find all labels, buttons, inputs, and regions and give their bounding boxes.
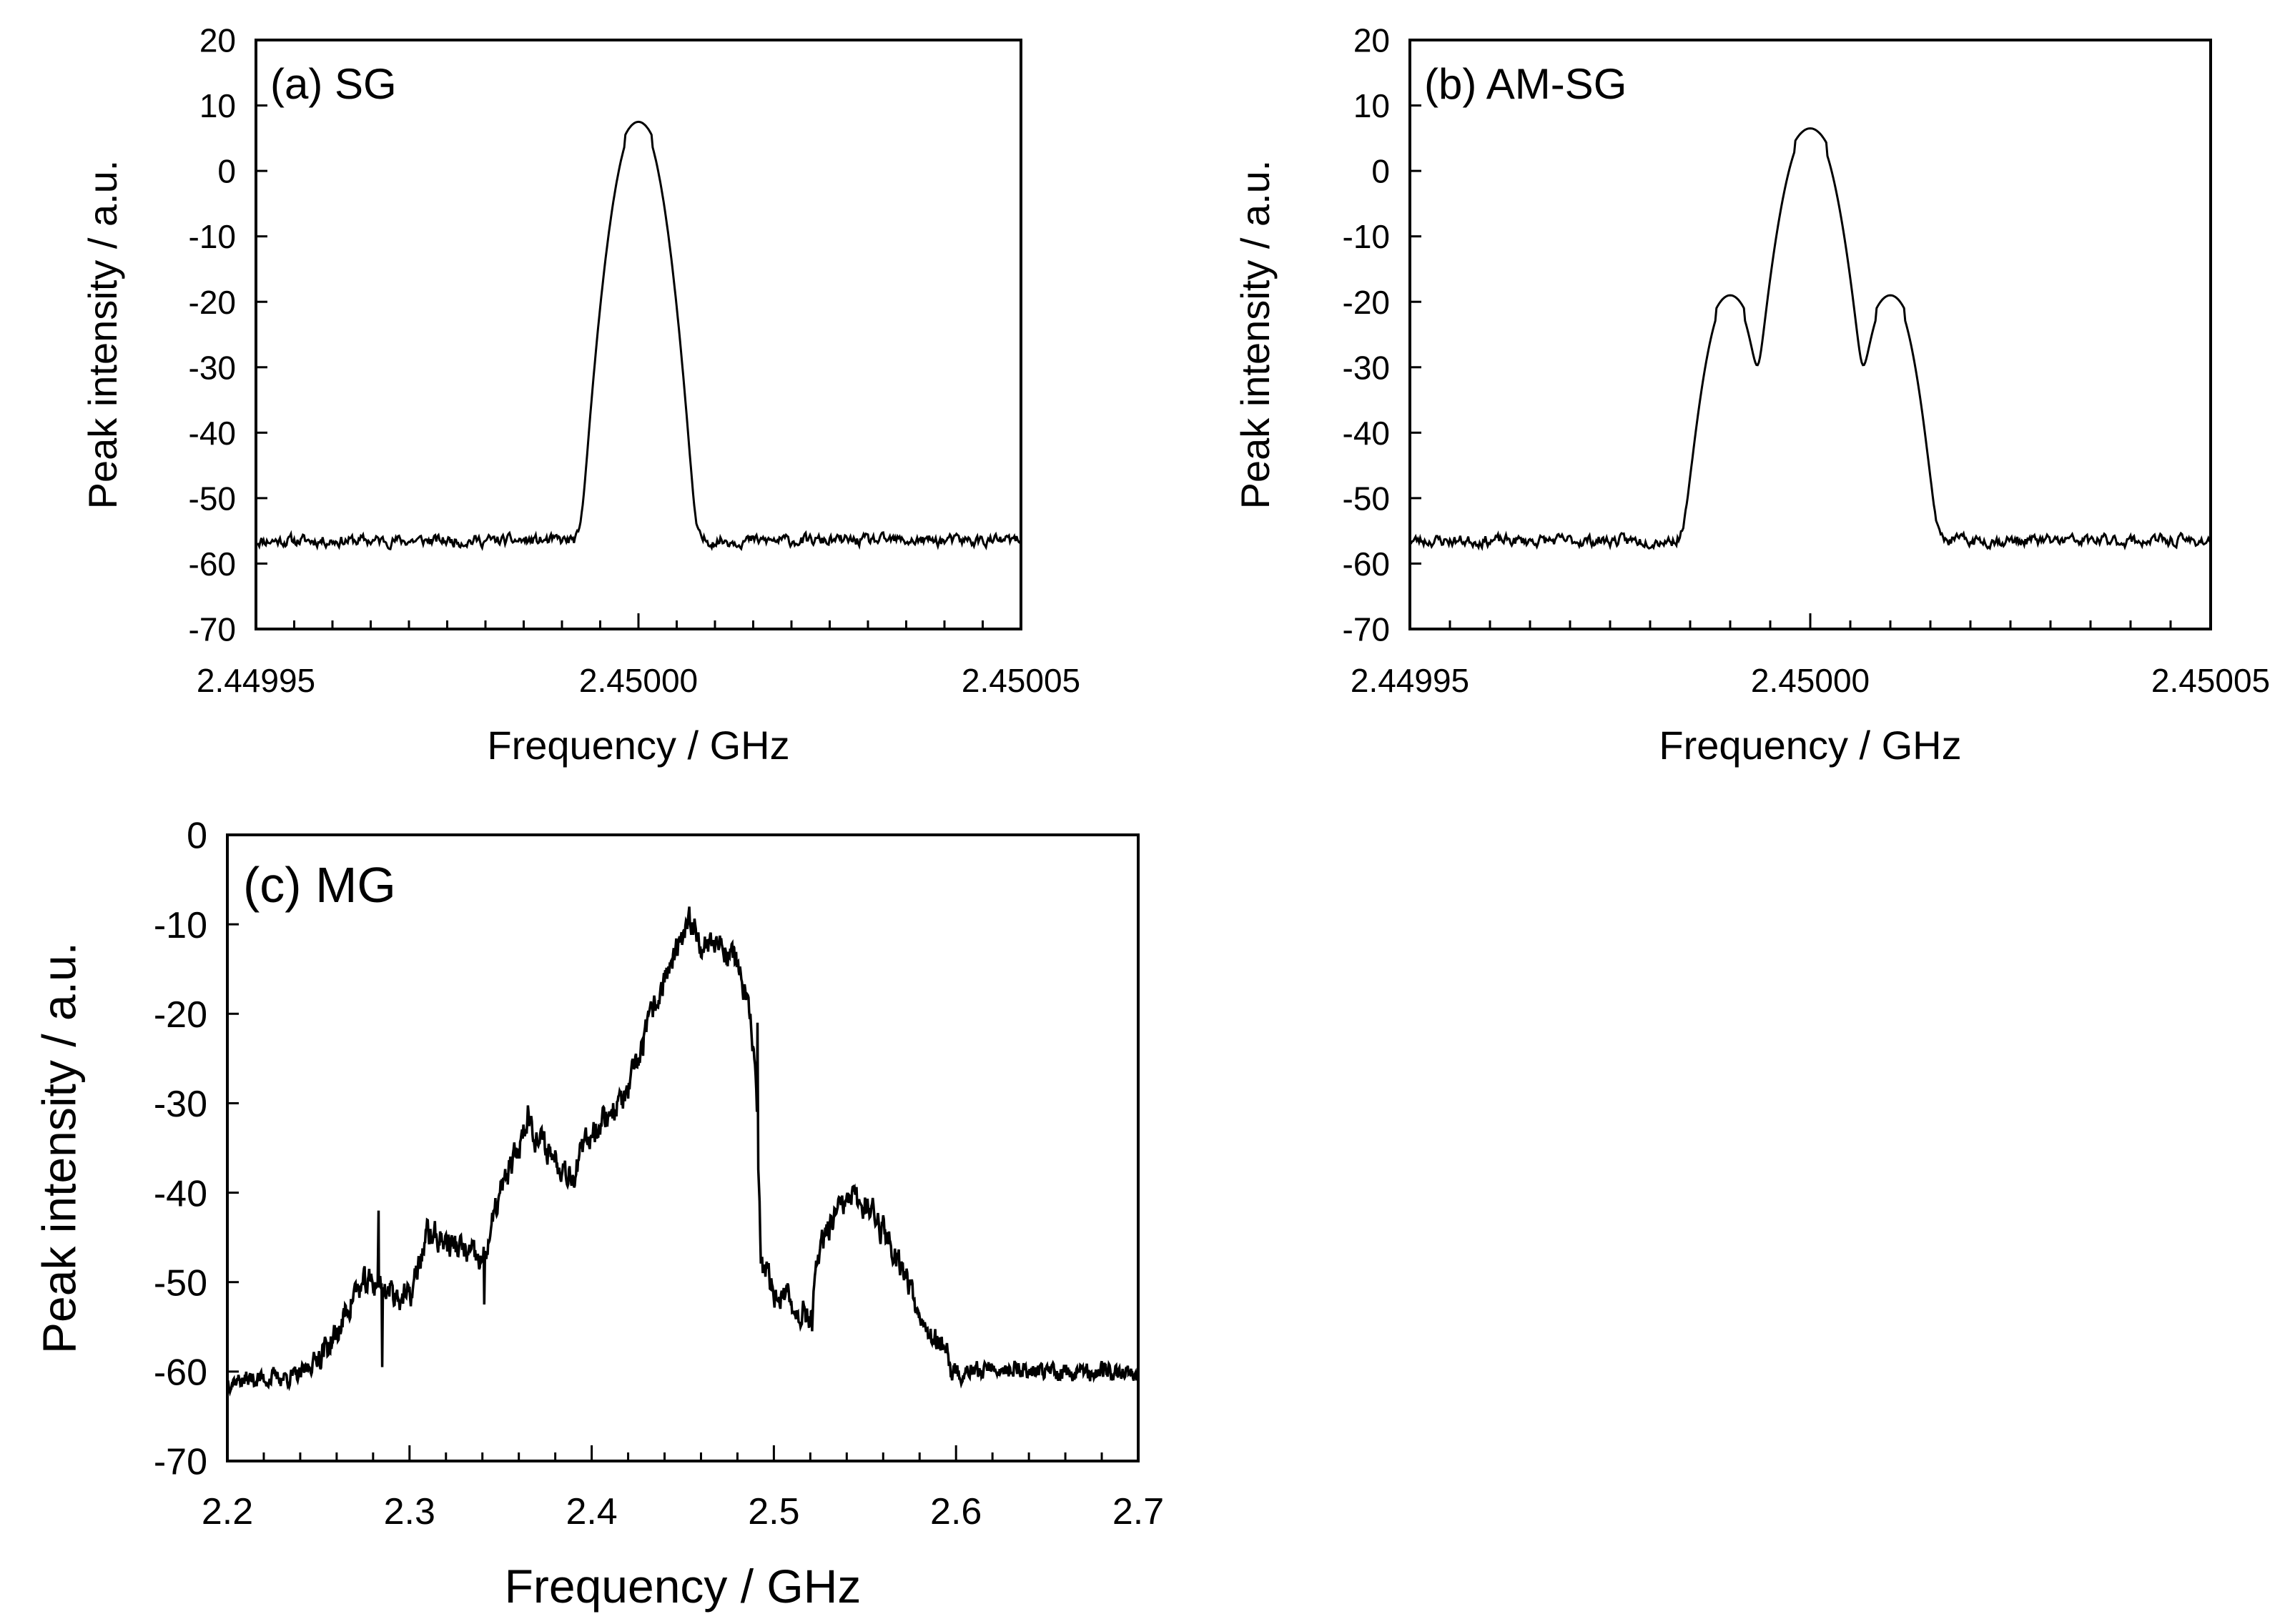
panel-c-x-axis-title: Frequency / GHz <box>505 1560 862 1613</box>
panel-a-x-axis-title: Frequency / GHz <box>487 723 789 768</box>
y-tick-label: -50 <box>154 1262 207 1304</box>
x-tick-label: 2.4 <box>566 1491 617 1533</box>
y-tick-label: -60 <box>1343 545 1390 583</box>
y-tick-label: -30 <box>189 349 236 386</box>
y-tick-label: -20 <box>154 994 207 1036</box>
y-tick-label: 20 <box>1353 22 1390 59</box>
panel-c-mg-spectrum-line <box>226 906 1140 1397</box>
y-tick-label: -20 <box>1343 284 1390 321</box>
panel-b-am-sg-spectrum-line <box>1409 127 2212 552</box>
y-tick-label: 20 <box>199 22 236 59</box>
y-tick-label: -60 <box>154 1352 207 1394</box>
y-tick-label: 0 <box>187 816 207 857</box>
x-tick-label: 2.3 <box>384 1491 435 1533</box>
panel-c-label: (c) MG <box>243 857 396 913</box>
x-tick-label: 2.7 <box>1112 1491 1164 1533</box>
y-tick-label: -70 <box>189 611 236 648</box>
panel-c-y-axis-title: Peak intensity / a.u. <box>32 942 85 1354</box>
panel-c-mg: -70-60-50-40-30-20-100 2.2 2.3 2.4 2.5 2.6 2.… <box>32 816 1164 1613</box>
y-tick-label: -30 <box>1343 349 1390 386</box>
y-tick-label: -40 <box>189 415 236 452</box>
y-tick-label: -40 <box>1343 415 1390 452</box>
y-tick-label: -60 <box>189 545 236 583</box>
panel-c-plot-frame <box>226 833 1140 1462</box>
panel-a-y-ticks: -70 -60 -50 -40 -30 -20 -10 0 10 20 <box>189 22 267 648</box>
x-tick-label: 2.44995 <box>197 662 315 699</box>
y-tick-label: 10 <box>1353 87 1390 124</box>
x-tick-label: 2.5 <box>748 1491 799 1533</box>
panel-b-x-axis-title: Frequency / GHz <box>1659 723 1961 768</box>
panel-a-y-axis-title: Peak intensity / a.u. <box>80 160 125 510</box>
panel-c-y-ticks: -70 -60 -50 -40 -30 -20 -10 0 <box>154 816 239 1483</box>
panel-a-label: (a) SG <box>270 60 397 108</box>
x-tick-label: 2.2 <box>202 1491 253 1533</box>
y-tick-label: -50 <box>189 480 236 517</box>
y-tick-label: -30 <box>154 1084 207 1125</box>
y-tick-label: -70 <box>154 1442 207 1483</box>
y-tick-label: 10 <box>199 87 236 124</box>
y-tick-label: -50 <box>1343 480 1390 517</box>
panel-b-x-ticks: 2.44995 2.45000 2.45005 <box>1351 613 2270 699</box>
x-tick-label: 2.45000 <box>579 662 698 699</box>
panel-b-y-ticks: -70 -60 -50 -40 -30 -20 -10 0 10 20 <box>1343 22 1421 648</box>
x-tick-label: 2.45000 <box>1751 662 1870 699</box>
panel-b-am-sg: -70 -60 -50 -40 -30 -20 -10 0 10 20 2.44995 2.4500… <box>1233 22 2270 768</box>
panel-a-sg: -70 -60 -50 -40 -30 -20 -10 0 10 20 2.44995 2.4500… <box>80 22 1080 768</box>
panel-a-x-ticks: 2.44995 2.45000 2.45005 <box>197 613 1080 699</box>
y-tick-label: -40 <box>154 1173 207 1214</box>
panel-b-y-axis-title: Peak intensity / a.u. <box>1233 160 1278 510</box>
x-tick-label: 2.44995 <box>1351 662 1469 699</box>
x-tick-label: 2.45005 <box>962 662 1080 699</box>
panel-b-plot-frame <box>1408 39 2212 630</box>
y-tick-label: 0 <box>217 153 236 190</box>
x-tick-label: 2.6 <box>930 1491 982 1533</box>
y-tick-label: -10 <box>1343 218 1390 255</box>
panel-a-sg-spectrum-line <box>255 120 1022 551</box>
y-tick-label: -10 <box>189 218 236 255</box>
panel-a-plot-frame <box>255 39 1022 630</box>
y-tick-label: 0 <box>1371 153 1390 190</box>
y-tick-label: -10 <box>154 905 207 946</box>
panel-b-label: (b) AM-SG <box>1424 60 1627 108</box>
x-tick-label: 2.45005 <box>2151 662 2270 699</box>
y-tick-label: -20 <box>189 284 236 321</box>
panel-c-x-ticks: 2.2 2.3 2.4 2.5 2.6 2.7 <box>202 1445 1164 1533</box>
y-tick-label: -70 <box>1343 611 1390 648</box>
